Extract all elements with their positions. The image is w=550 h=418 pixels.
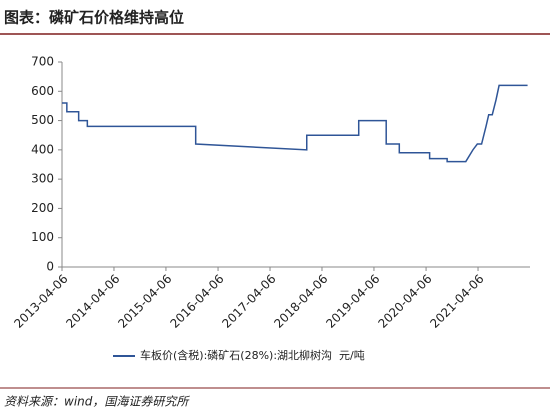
- x-tick-label: 2013-04-06: [11, 272, 70, 331]
- source: 资料来源：wind，国海证券研究所: [4, 395, 190, 409]
- y-tick-label: 100: [31, 230, 54, 244]
- series-line: [62, 84, 528, 163]
- x-tick-label: 2016-04-06: [167, 272, 226, 331]
- chart-title: 图表：磷矿石价格维持高位: [4, 9, 184, 27]
- x-tick-label: 2018-04-06: [271, 272, 330, 331]
- x-tick-label: 2019-04-06: [323, 272, 382, 331]
- x-tick-label: 2017-04-06: [219, 272, 278, 331]
- x-tick-label: 2020-04-06: [375, 272, 434, 331]
- x-tick-label: 2015-04-06: [115, 272, 174, 331]
- y-tick-label: 300: [31, 172, 54, 186]
- y-tick-label: 600: [31, 84, 54, 98]
- x-tick-label: 2014-04-06: [63, 272, 122, 331]
- y-tick-label: 200: [31, 201, 54, 215]
- y-tick-label: 500: [31, 113, 54, 127]
- legend-label: 车板价(含税):磷矿石(28%):湖北柳树沟 元/吨: [140, 348, 365, 362]
- y-tick-label: 700: [31, 55, 54, 69]
- y-tick-label: 400: [31, 142, 54, 156]
- y-tick-label: 0: [46, 260, 54, 274]
- x-tick-label: 2021-04-06: [427, 272, 486, 331]
